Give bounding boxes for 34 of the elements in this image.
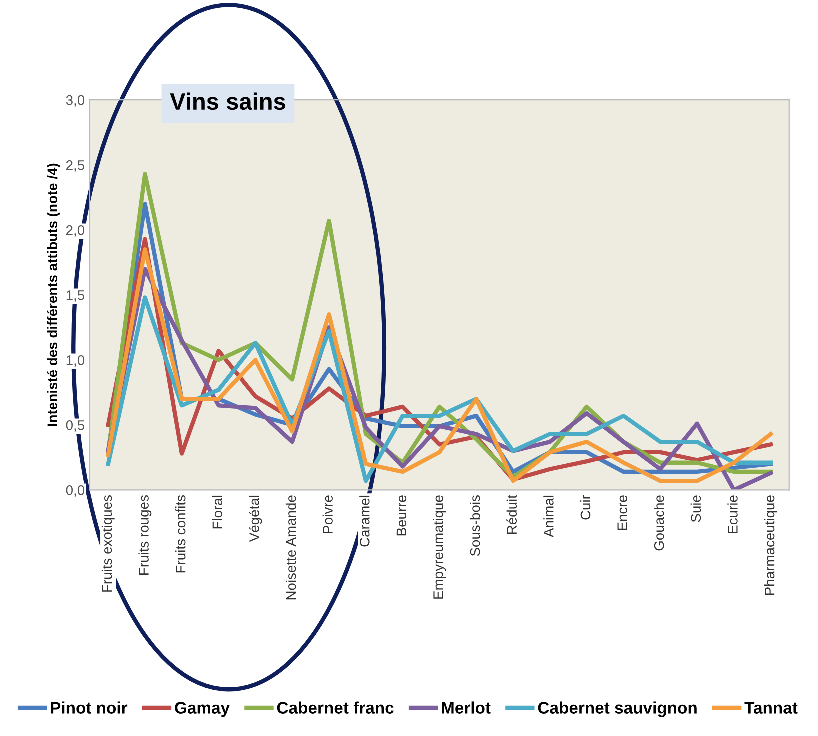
x-tick-label: Pharmaceutique bbox=[764, 496, 778, 596]
x-tick-label: Cuir bbox=[580, 495, 591, 520]
y-tick-label: 0,5 bbox=[66, 420, 85, 432]
legend-label: Tannat bbox=[744, 702, 798, 714]
legend-label: Merlot bbox=[442, 702, 491, 714]
x-tick-label: Animal bbox=[544, 496, 554, 538]
y-tick-label: 2,5 bbox=[66, 160, 85, 172]
x-tick-label: Floral bbox=[212, 496, 223, 529]
annotation: Vins sains bbox=[170, 92, 286, 110]
x-tick-label: Végétal bbox=[249, 496, 262, 542]
x-tick-label: Sous-bois bbox=[470, 496, 480, 556]
y-tick-label: 1,0 bbox=[66, 355, 85, 367]
x-tick-label: Caramel bbox=[360, 496, 370, 547]
legend-label: Pinot noir bbox=[51, 702, 128, 714]
x-tick-label: Fruits rouges bbox=[138, 496, 152, 575]
x-tick-label: Beurre bbox=[396, 496, 407, 536]
y-tick-label: 1,5 bbox=[66, 290, 85, 302]
legend-label: Cabernet franc bbox=[277, 702, 394, 714]
x-tick-label: Poivre bbox=[322, 496, 333, 534]
y-tick-label: 2,0 bbox=[66, 225, 85, 237]
x-tick-label: Empyreumatique bbox=[433, 496, 446, 599]
y-tick-label: 3,0 bbox=[66, 95, 85, 107]
x-tick-label: Ecurie bbox=[728, 496, 738, 534]
y-tick-label: 0,0 bbox=[66, 486, 85, 497]
x-tick-label: Encre bbox=[618, 496, 628, 530]
x-tick-label: Fruits confits bbox=[176, 496, 186, 573]
x-tick-label: Noisette Amande bbox=[286, 496, 296, 600]
x-tick-label: Suie bbox=[690, 496, 702, 522]
y-axis-title: Intenisté des différents attibuts (note /4) bbox=[47, 164, 60, 426]
x-tick-label: Gouache bbox=[654, 496, 664, 551]
legend-label: Gamay bbox=[175, 702, 230, 718]
x-tick-label: Réduit bbox=[506, 495, 518, 534]
legend-label: Cabernet sauvignon bbox=[538, 702, 697, 718]
x-tick-label: Fruits exotiques bbox=[102, 496, 115, 592]
